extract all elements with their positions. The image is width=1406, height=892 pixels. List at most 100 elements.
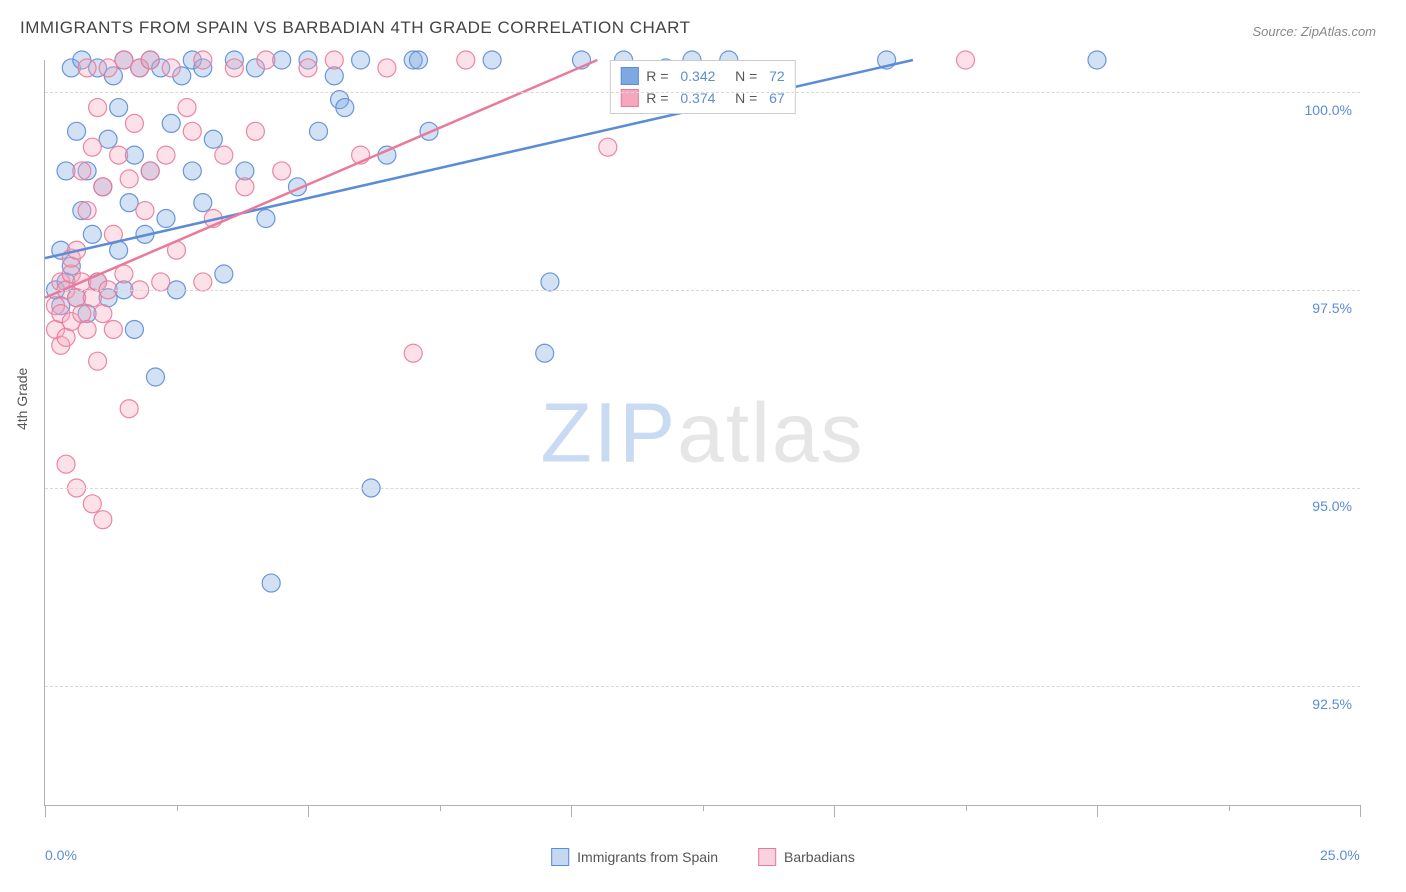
- scatter-point: [183, 122, 201, 140]
- gridline: [45, 686, 1360, 687]
- scatter-point: [404, 344, 422, 362]
- scatter-point: [204, 130, 222, 148]
- scatter-point: [110, 99, 128, 117]
- y-tick-label: 95.0%: [1312, 498, 1352, 514]
- scatter-point: [83, 289, 101, 307]
- scatter-point: [157, 210, 175, 228]
- scatter-point: [178, 99, 196, 117]
- scatter-point: [78, 320, 96, 338]
- chart-title: IMMIGRANTS FROM SPAIN VS BARBADIAN 4TH G…: [20, 18, 690, 38]
- y-tick-label: 97.5%: [1312, 300, 1352, 316]
- x-tick-label: 0.0%: [45, 847, 77, 863]
- scatter-point: [157, 146, 175, 164]
- scatter-point: [273, 162, 291, 180]
- source-credit: Source: ZipAtlas.com: [1252, 24, 1376, 39]
- scatter-point: [352, 51, 370, 69]
- scatter-point: [194, 273, 212, 291]
- scatter-point: [257, 210, 275, 228]
- scatter-point: [599, 138, 617, 156]
- x-tick-label: 25.0%: [1320, 847, 1360, 863]
- scatter-point: [136, 202, 154, 220]
- scatter-point: [89, 99, 107, 117]
- x-tick-mark: [177, 805, 178, 811]
- scatter-point: [246, 122, 264, 140]
- scatter-point: [183, 162, 201, 180]
- series-legend: Immigrants from Spain Barbadians: [551, 848, 855, 866]
- scatter-point: [299, 59, 317, 77]
- scatter-point: [141, 51, 159, 69]
- scatter-point: [125, 114, 143, 132]
- scatter-point: [225, 59, 243, 77]
- legend-row: R = 0.342 N = 72: [620, 65, 784, 87]
- y-axis-label: 4th Grade: [14, 368, 30, 430]
- scatter-point: [94, 305, 112, 323]
- scatter-point: [78, 202, 96, 220]
- legend-swatch: [758, 848, 776, 866]
- legend-item: Barbadians: [758, 848, 855, 866]
- scatter-point: [325, 51, 343, 69]
- scatter-point: [68, 122, 86, 140]
- scatter-point: [78, 59, 96, 77]
- gridline: [45, 92, 1360, 93]
- correlation-legend: R = 0.342 N = 72R = 0.374 N = 67: [609, 60, 795, 114]
- gridline: [45, 488, 1360, 489]
- scatter-point: [120, 400, 138, 418]
- scatter-point: [120, 170, 138, 188]
- scatter-point: [194, 51, 212, 69]
- scatter-point: [99, 59, 117, 77]
- scatter-point: [162, 114, 180, 132]
- scatter-point: [94, 178, 112, 196]
- legend-row: R = 0.374 N = 67: [620, 87, 784, 109]
- legend-r-label: R =: [646, 68, 672, 84]
- scatter-point: [89, 352, 107, 370]
- scatter-point: [125, 320, 143, 338]
- plot-area: ZIPatlas R = 0.342 N = 72R = 0.374 N = 6…: [44, 60, 1360, 806]
- x-tick-mark-major: [1360, 805, 1361, 817]
- x-tick-mark-major: [308, 805, 309, 817]
- x-tick-mark-major: [571, 805, 572, 817]
- scatter-point: [257, 51, 275, 69]
- scatter-point: [57, 328, 75, 346]
- scatter-point: [110, 146, 128, 164]
- x-tick-mark: [440, 805, 441, 811]
- scatter-point: [141, 162, 159, 180]
- gridline: [45, 290, 1360, 291]
- scatter-point: [957, 51, 975, 69]
- legend-n-value: 72: [769, 68, 785, 84]
- scatter-point: [73, 162, 91, 180]
- legend-label: Barbadians: [784, 849, 855, 865]
- scatter-point: [215, 265, 233, 283]
- legend-label: Immigrants from Spain: [577, 849, 718, 865]
- scatter-point: [146, 368, 164, 386]
- scatter-point: [457, 51, 475, 69]
- scatter-point: [536, 344, 554, 362]
- y-tick-label: 100.0%: [1305, 102, 1352, 118]
- scatter-point: [120, 194, 138, 212]
- legend-swatch: [620, 67, 638, 85]
- x-tick-mark: [966, 805, 967, 811]
- scatter-point: [83, 138, 101, 156]
- scatter-point: [115, 51, 133, 69]
- scatter-point: [483, 51, 501, 69]
- legend-swatch: [551, 848, 569, 866]
- scatter-point: [99, 130, 117, 148]
- scatter-point: [215, 146, 233, 164]
- x-tick-mark-major: [45, 805, 46, 817]
- x-tick-mark-major: [1097, 805, 1098, 817]
- scatter-point: [73, 305, 91, 323]
- scatter-point: [541, 273, 559, 291]
- scatter-point: [236, 178, 254, 196]
- x-tick-mark: [1229, 805, 1230, 811]
- scatter-point: [262, 574, 280, 592]
- scatter-point: [162, 59, 180, 77]
- scatter-point: [409, 51, 427, 69]
- scatter-point: [83, 225, 101, 243]
- scatter-point: [194, 194, 212, 212]
- chart-svg: [45, 60, 1360, 805]
- y-tick-label: 92.5%: [1312, 696, 1352, 712]
- scatter-point: [83, 495, 101, 513]
- scatter-point: [378, 59, 396, 77]
- legend-item: Immigrants from Spain: [551, 848, 718, 866]
- x-tick-mark-major: [834, 805, 835, 817]
- scatter-point: [336, 99, 354, 117]
